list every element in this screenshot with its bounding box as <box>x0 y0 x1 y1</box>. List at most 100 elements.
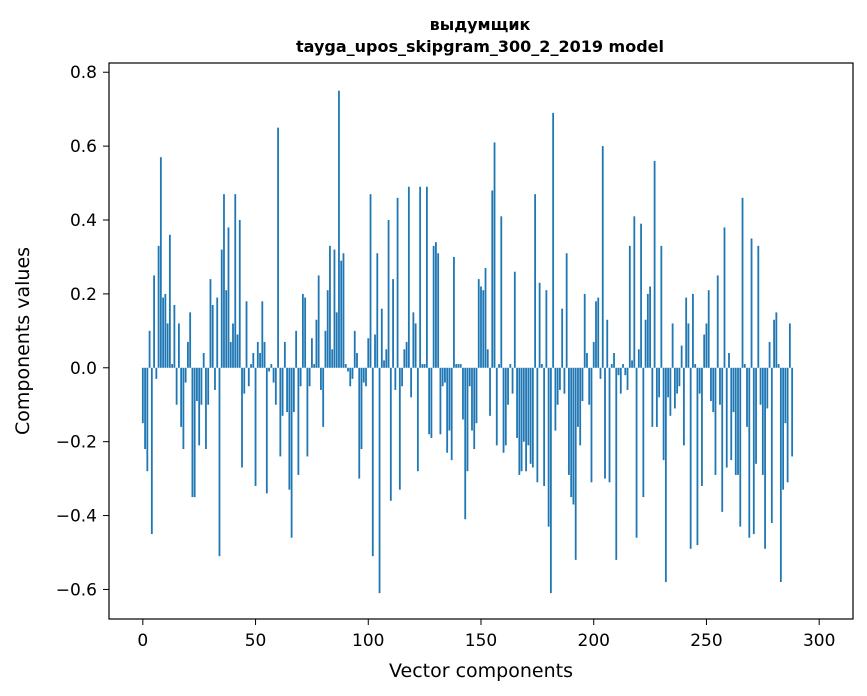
bar <box>394 367 397 390</box>
bar <box>552 112 555 368</box>
bar <box>414 323 417 368</box>
bar <box>554 367 557 431</box>
bar <box>730 367 733 461</box>
bar <box>547 367 550 527</box>
bar <box>315 319 318 368</box>
bar <box>662 367 665 461</box>
bar <box>153 275 155 368</box>
bar <box>502 367 505 453</box>
bar <box>416 367 419 472</box>
x-tick-label: 250 <box>690 631 722 651</box>
bar <box>353 330 356 368</box>
bar <box>477 279 480 368</box>
bar <box>450 367 453 461</box>
x-tick-label: 300 <box>803 631 835 651</box>
bar <box>486 349 489 368</box>
bar <box>565 253 568 368</box>
bar <box>493 142 496 368</box>
bar <box>651 367 654 427</box>
bar <box>766 367 769 409</box>
bar <box>311 338 313 368</box>
bar <box>198 367 201 446</box>
bar <box>295 330 298 368</box>
bar <box>218 367 221 557</box>
bar <box>491 190 494 368</box>
bar <box>701 367 703 486</box>
bar <box>268 367 270 372</box>
bar <box>421 364 424 368</box>
bar <box>272 367 275 383</box>
bar <box>626 367 629 390</box>
bar <box>162 297 165 368</box>
bar <box>595 301 597 368</box>
x-tick-label: 100 <box>352 631 384 651</box>
bar <box>430 367 433 438</box>
y-tick-label: 0.2 <box>70 285 97 305</box>
bar <box>712 367 715 413</box>
bar <box>746 367 748 427</box>
bar <box>385 349 388 368</box>
bar <box>705 323 708 368</box>
bar <box>725 367 728 468</box>
bar <box>171 364 174 368</box>
bar <box>640 223 642 368</box>
bar <box>200 367 203 405</box>
bar <box>525 367 527 472</box>
bar <box>164 293 167 368</box>
bar <box>574 367 577 560</box>
bar <box>757 245 760 368</box>
bar <box>340 260 343 368</box>
bar <box>338 90 340 368</box>
bar <box>159 157 162 368</box>
bar <box>398 367 401 490</box>
bar <box>459 364 462 368</box>
bar <box>642 367 645 498</box>
bar <box>444 367 446 383</box>
bar <box>155 367 158 379</box>
bar <box>232 323 234 368</box>
bar <box>504 367 507 446</box>
bar <box>624 367 627 376</box>
x-tick-label: 0 <box>137 631 148 651</box>
bar <box>308 367 311 387</box>
bar <box>667 367 670 398</box>
bar <box>378 367 381 594</box>
bar <box>290 367 293 538</box>
bar <box>755 367 757 464</box>
bar <box>333 249 336 368</box>
bar <box>489 367 491 416</box>
bar <box>383 360 385 368</box>
bar <box>484 268 487 368</box>
bar <box>279 367 282 457</box>
bar <box>238 220 241 368</box>
bar <box>265 367 268 494</box>
bar <box>146 367 149 472</box>
bar <box>660 245 663 368</box>
bar <box>329 245 331 368</box>
plot-frame <box>108 62 854 620</box>
bar <box>538 282 541 368</box>
bar <box>520 367 523 472</box>
bar-series <box>141 90 794 594</box>
bar <box>786 367 789 483</box>
bar <box>750 238 753 368</box>
bar <box>653 160 656 368</box>
x-tick-label: 150 <box>465 631 497 651</box>
bar <box>205 367 207 450</box>
x-tick-label: 200 <box>578 631 610 651</box>
bar <box>604 367 606 479</box>
bar <box>471 367 473 431</box>
bar <box>446 367 449 453</box>
bar <box>572 367 575 505</box>
bar <box>435 242 437 368</box>
bar <box>581 367 584 402</box>
bar <box>403 349 406 368</box>
bar <box>716 275 719 368</box>
bar <box>592 341 595 368</box>
bar <box>389 367 392 501</box>
bar <box>737 367 739 475</box>
bar <box>261 301 264 368</box>
bar <box>457 364 460 368</box>
bar <box>141 367 144 424</box>
bar <box>622 364 624 368</box>
